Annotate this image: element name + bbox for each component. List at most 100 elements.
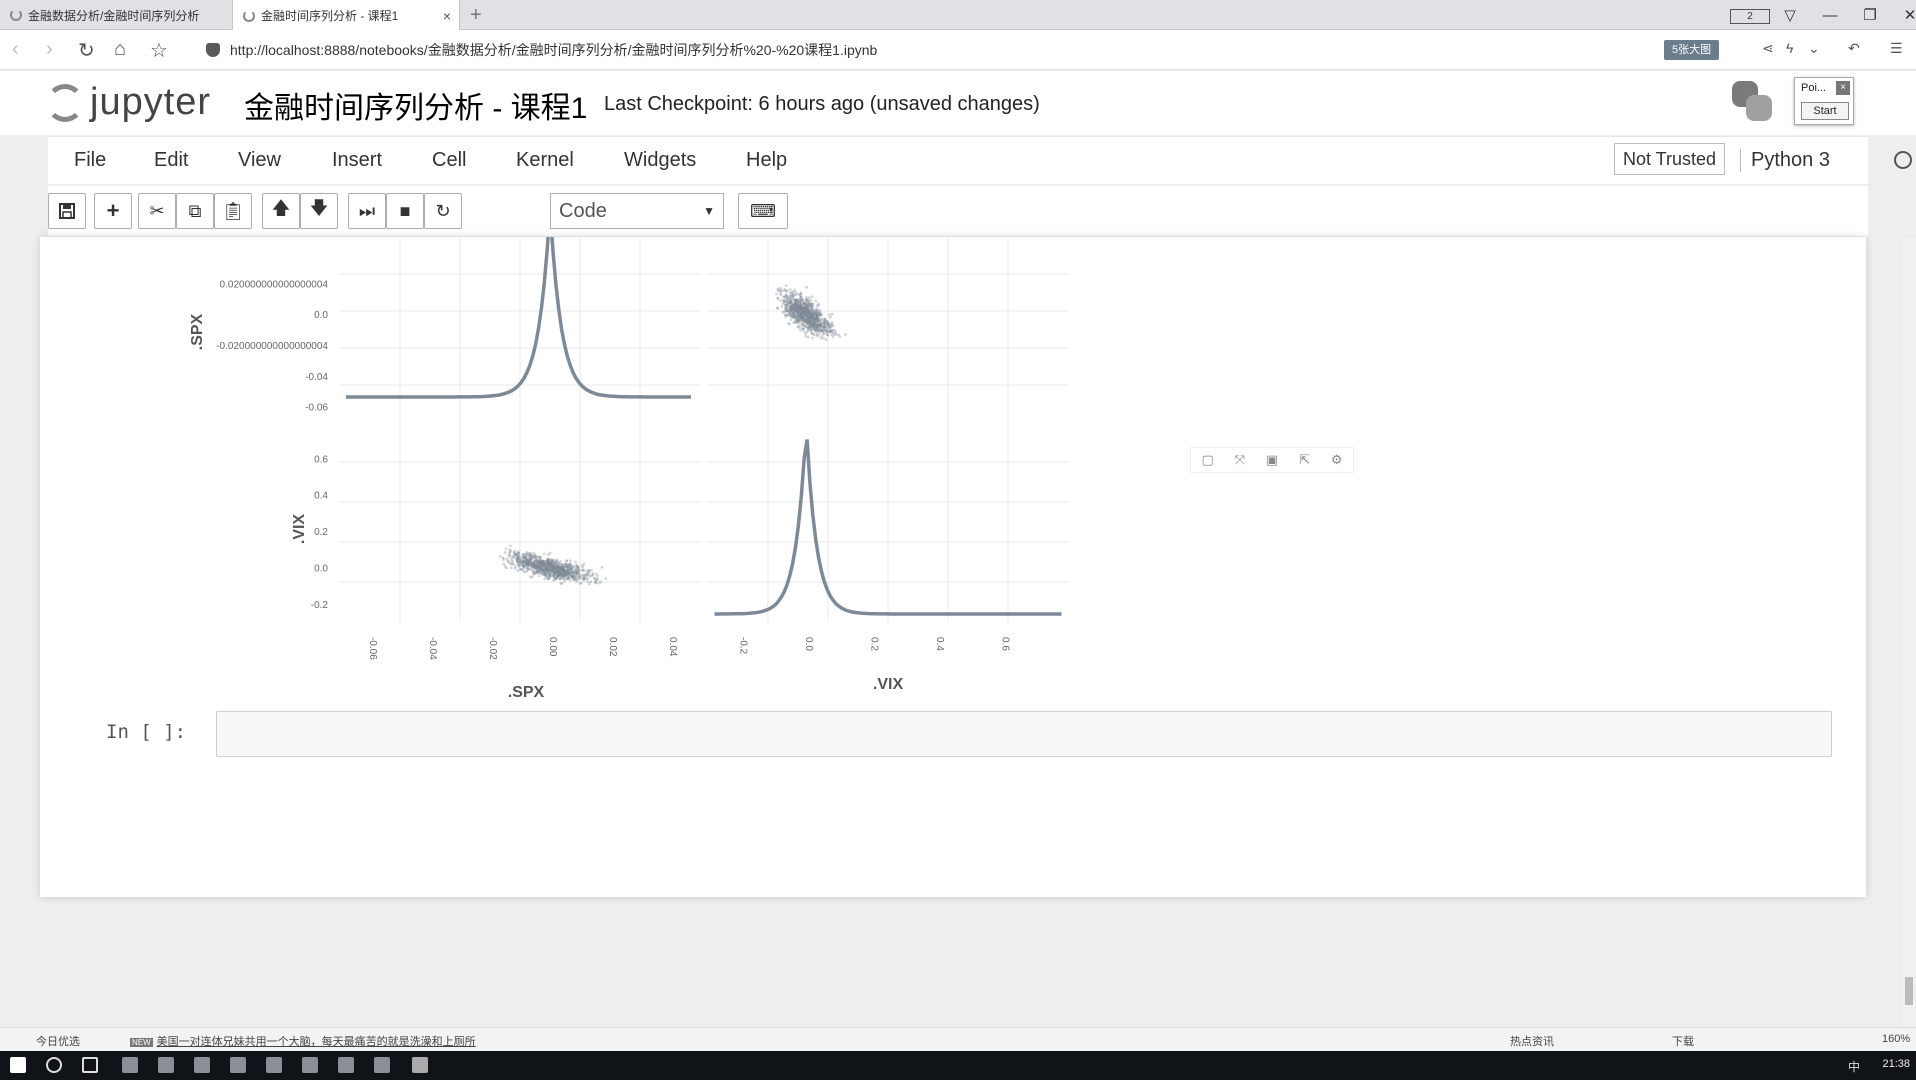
scatter-point <box>533 563 537 567</box>
app-icon-6[interactable] <box>338 1057 354 1073</box>
search-icon[interactable] <box>46 1057 62 1073</box>
forward-icon[interactable]: › <box>46 38 53 60</box>
chevron-down-icon[interactable]: ⌄ <box>1808 40 1820 56</box>
export-icon[interactable]: ⇱ <box>1299 452 1310 467</box>
scatter-point <box>546 566 550 570</box>
move-up-button[interactable]: 🡅 <box>262 193 300 229</box>
scatter-point <box>593 580 597 584</box>
app-icon-1[interactable] <box>122 1057 138 1073</box>
scatter-point <box>779 293 783 297</box>
folder-icon[interactable] <box>158 1057 174 1073</box>
home-icon[interactable]: ⌂ <box>114 38 127 60</box>
cell-type-select[interactable]: Code ▼ <box>550 193 724 229</box>
page-scrollbar[interactable] <box>1902 237 1916 1027</box>
restore-button[interactable]: ❐ <box>1863 7 1877 24</box>
save-plot-icon[interactable]: ▣ <box>1265 452 1279 467</box>
close-tab-icon[interactable]: × <box>442 7 451 24</box>
popup-close-icon[interactable]: × <box>1836 81 1850 95</box>
app-icon-4[interactable] <box>266 1057 282 1073</box>
menu-widgets[interactable]: Widgets <box>624 149 697 171</box>
scatter-point <box>552 569 556 573</box>
app-icon-2[interactable] <box>194 1057 210 1073</box>
scatter-point <box>784 307 788 311</box>
menu-icon[interactable]: ☰ <box>1890 40 1903 56</box>
scatter-point <box>584 577 588 581</box>
close-window-button[interactable]: ✕ <box>1903 7 1916 24</box>
scatter-point <box>803 306 807 310</box>
popup-start-button[interactable]: Start <box>1801 102 1849 120</box>
browser-tab-1[interactable]: 金融数据分析/金融时间序列分析 <box>0 0 232 30</box>
scatter-point <box>517 557 521 560</box>
browser-tab-2[interactable]: 金融时间序列分析 - 课程1 × <box>232 0 460 31</box>
menu-view[interactable]: View <box>238 149 281 171</box>
tab-count-icon[interactable]: 2 <box>1730 6 1770 24</box>
extension-badge[interactable]: 5张大图 <box>1664 40 1720 60</box>
scatter-point <box>803 312 807 316</box>
hot-news-label[interactable]: 热点资讯 <box>1510 1036 1554 1048</box>
skin-icon[interactable]: ▽ <box>1784 7 1796 24</box>
scatter-point <box>568 566 571 570</box>
task-view-icon[interactable] <box>82 1057 98 1073</box>
browser-app-icon[interactable] <box>412 1057 428 1073</box>
news-left-label[interactable]: 今日优选 <box>36 1036 80 1048</box>
clock[interactable]: 21:38 <box>1882 1058 1910 1070</box>
scatter-point <box>806 312 809 316</box>
menu-help[interactable]: Help <box>746 149 788 171</box>
interrupt-button[interactable]: ■ <box>386 193 424 229</box>
scatter-point <box>558 566 562 569</box>
scatter-point <box>812 310 816 314</box>
save-button[interactable] <box>48 193 86 229</box>
url-field[interactable]: http://localhost:8888/notebooks/金融数据分析/金… <box>206 36 1646 64</box>
run-button[interactable]: ⏭︎ <box>348 193 386 229</box>
app-icon-5[interactable] <box>302 1057 318 1073</box>
reload-icon[interactable]: ↻ <box>78 40 95 62</box>
trusted-indicator[interactable]: Not Trusted <box>1614 143 1726 175</box>
scatter-point <box>545 566 549 570</box>
news-headline[interactable]: NEW 美国一对连体兄妹共用一个大脑，每天最痛苦的就是洗澡和上厕所 <box>130 1036 476 1048</box>
new-tab-button[interactable]: + <box>470 4 482 26</box>
jupyter-logo[interactable]: jupyter <box>46 81 211 124</box>
code-input[interactable] <box>216 711 1832 757</box>
insert-cell-button[interactable]: + <box>94 193 132 229</box>
scatter-point <box>536 565 539 569</box>
scrollbar-thumb[interactable] <box>1905 977 1913 1005</box>
app-icon-3[interactable] <box>230 1057 246 1073</box>
scatter-point <box>814 317 817 321</box>
y-tick-label: -0.020000000000000004 <box>216 341 328 352</box>
zoom-level[interactable]: 160% <box>1882 1033 1911 1045</box>
copy-button[interactable]: ⧉ <box>176 193 214 229</box>
menu-file[interactable]: File <box>74 149 107 171</box>
scatter-point <box>546 570 549 574</box>
command-palette-button[interactable]: ⌨ <box>738 193 788 229</box>
move-down-button[interactable]: 🡇 <box>300 193 338 229</box>
lightning-icon[interactable]: ϟ <box>1786 40 1794 56</box>
scatter-point <box>810 319 813 323</box>
scatter-matrix-chart[interactable]: 0.0200000000000000040.0-0.02000000000000… <box>40 237 1866 707</box>
back-icon[interactable]: ‹ <box>12 38 19 60</box>
zoom-icon[interactable]: ⤧ <box>1234 452 1246 467</box>
download-label[interactable]: 下载 <box>1672 1036 1694 1048</box>
notebook-title[interactable]: 金融时间序列分析 - 课程1 <box>244 92 588 125</box>
scatter-point <box>587 582 591 586</box>
restart-button[interactable]: ↻ <box>424 193 462 229</box>
menu-insert[interactable]: Insert <box>332 149 383 171</box>
scatter-point <box>784 313 788 317</box>
share-icon[interactable]: ⋖ <box>1762 40 1774 56</box>
menu-cell[interactable]: Cell <box>432 149 467 171</box>
star-icon[interactable]: ☆ <box>150 40 168 62</box>
app-icon-7[interactable] <box>374 1057 390 1073</box>
settings-icon[interactable]: ⚙ <box>1330 452 1343 467</box>
menu-edit[interactable]: Edit <box>154 149 189 171</box>
cut-button[interactable]: ✂ <box>138 193 176 229</box>
minimize-button[interactable]: — <box>1822 6 1838 24</box>
ime-indicator[interactable]: 中 <box>1848 1060 1861 1074</box>
scatter-point <box>805 318 809 322</box>
paste-button[interactable]: 📋︎ <box>214 193 252 229</box>
camera-icon[interactable]: ▢ <box>1201 452 1214 467</box>
undo-icon[interactable]: ↶ <box>1848 40 1860 56</box>
scatter-point <box>802 310 805 314</box>
scatter-point <box>511 554 515 558</box>
menu-kernel[interactable]: Kernel <box>516 149 574 171</box>
windows-start-icon[interactable] <box>10 1057 26 1073</box>
scatter-point <box>803 320 807 324</box>
